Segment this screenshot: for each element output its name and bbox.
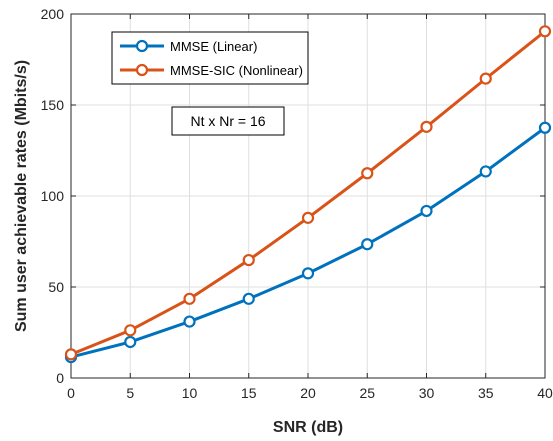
y-tick-label: 100 (41, 188, 65, 204)
data-point (301, 267, 315, 280)
axis-ticks: 0 5 10 15 20 25 30 35 40 0 50 100 150 200 (41, 6, 553, 401)
series-layer (64, 25, 552, 364)
data-point (479, 165, 492, 178)
x-tick-label: 20 (300, 385, 316, 401)
legend-swatch-marker (135, 63, 149, 77)
legend-label: MMSE-SIC (Nonlinear) (170, 63, 303, 78)
legend-swatch-marker (135, 39, 149, 53)
data-point (538, 25, 552, 38)
x-tick-label: 5 (126, 385, 134, 401)
x-tick-label: 15 (241, 385, 257, 401)
data-point (301, 211, 315, 224)
y-axis-title: Sum user achievable rates (Mbits/s) (13, 60, 30, 332)
data-point (538, 121, 552, 134)
data-point (124, 335, 137, 349)
data-point (64, 348, 78, 361)
data-point (183, 315, 196, 328)
annotation-box: Nt x Nr = 16 (171, 106, 285, 136)
annotation-text: Nt x Nr = 16 (190, 113, 265, 129)
data-point (420, 120, 433, 133)
data-point (479, 72, 492, 85)
data-point (361, 238, 374, 251)
x-tick-label: 25 (359, 385, 375, 401)
data-point (361, 167, 374, 180)
series-1 (64, 121, 552, 364)
series-2 (64, 25, 552, 361)
y-tick-label: 200 (41, 6, 65, 22)
x-tick-label: 40 (537, 385, 553, 401)
legend: MMSE (Linear) MMSE-SIC (Nonlinear) (111, 31, 309, 85)
y-tick-label: 150 (41, 97, 65, 113)
data-point (242, 292, 255, 305)
y-tick-label: 50 (48, 279, 64, 295)
x-axis-title: SNR (dB) (273, 419, 343, 436)
legend-label: MMSE (Linear) (170, 39, 257, 54)
y-tick-label: 0 (56, 370, 64, 386)
x-tick-label: 10 (182, 385, 198, 401)
data-point (183, 292, 196, 305)
x-tick-label: 30 (419, 385, 435, 401)
data-point (124, 324, 137, 337)
x-tick-label: 35 (478, 385, 494, 401)
data-point (420, 204, 433, 218)
data-point (242, 253, 255, 267)
x-tick-label: 0 (67, 385, 75, 401)
